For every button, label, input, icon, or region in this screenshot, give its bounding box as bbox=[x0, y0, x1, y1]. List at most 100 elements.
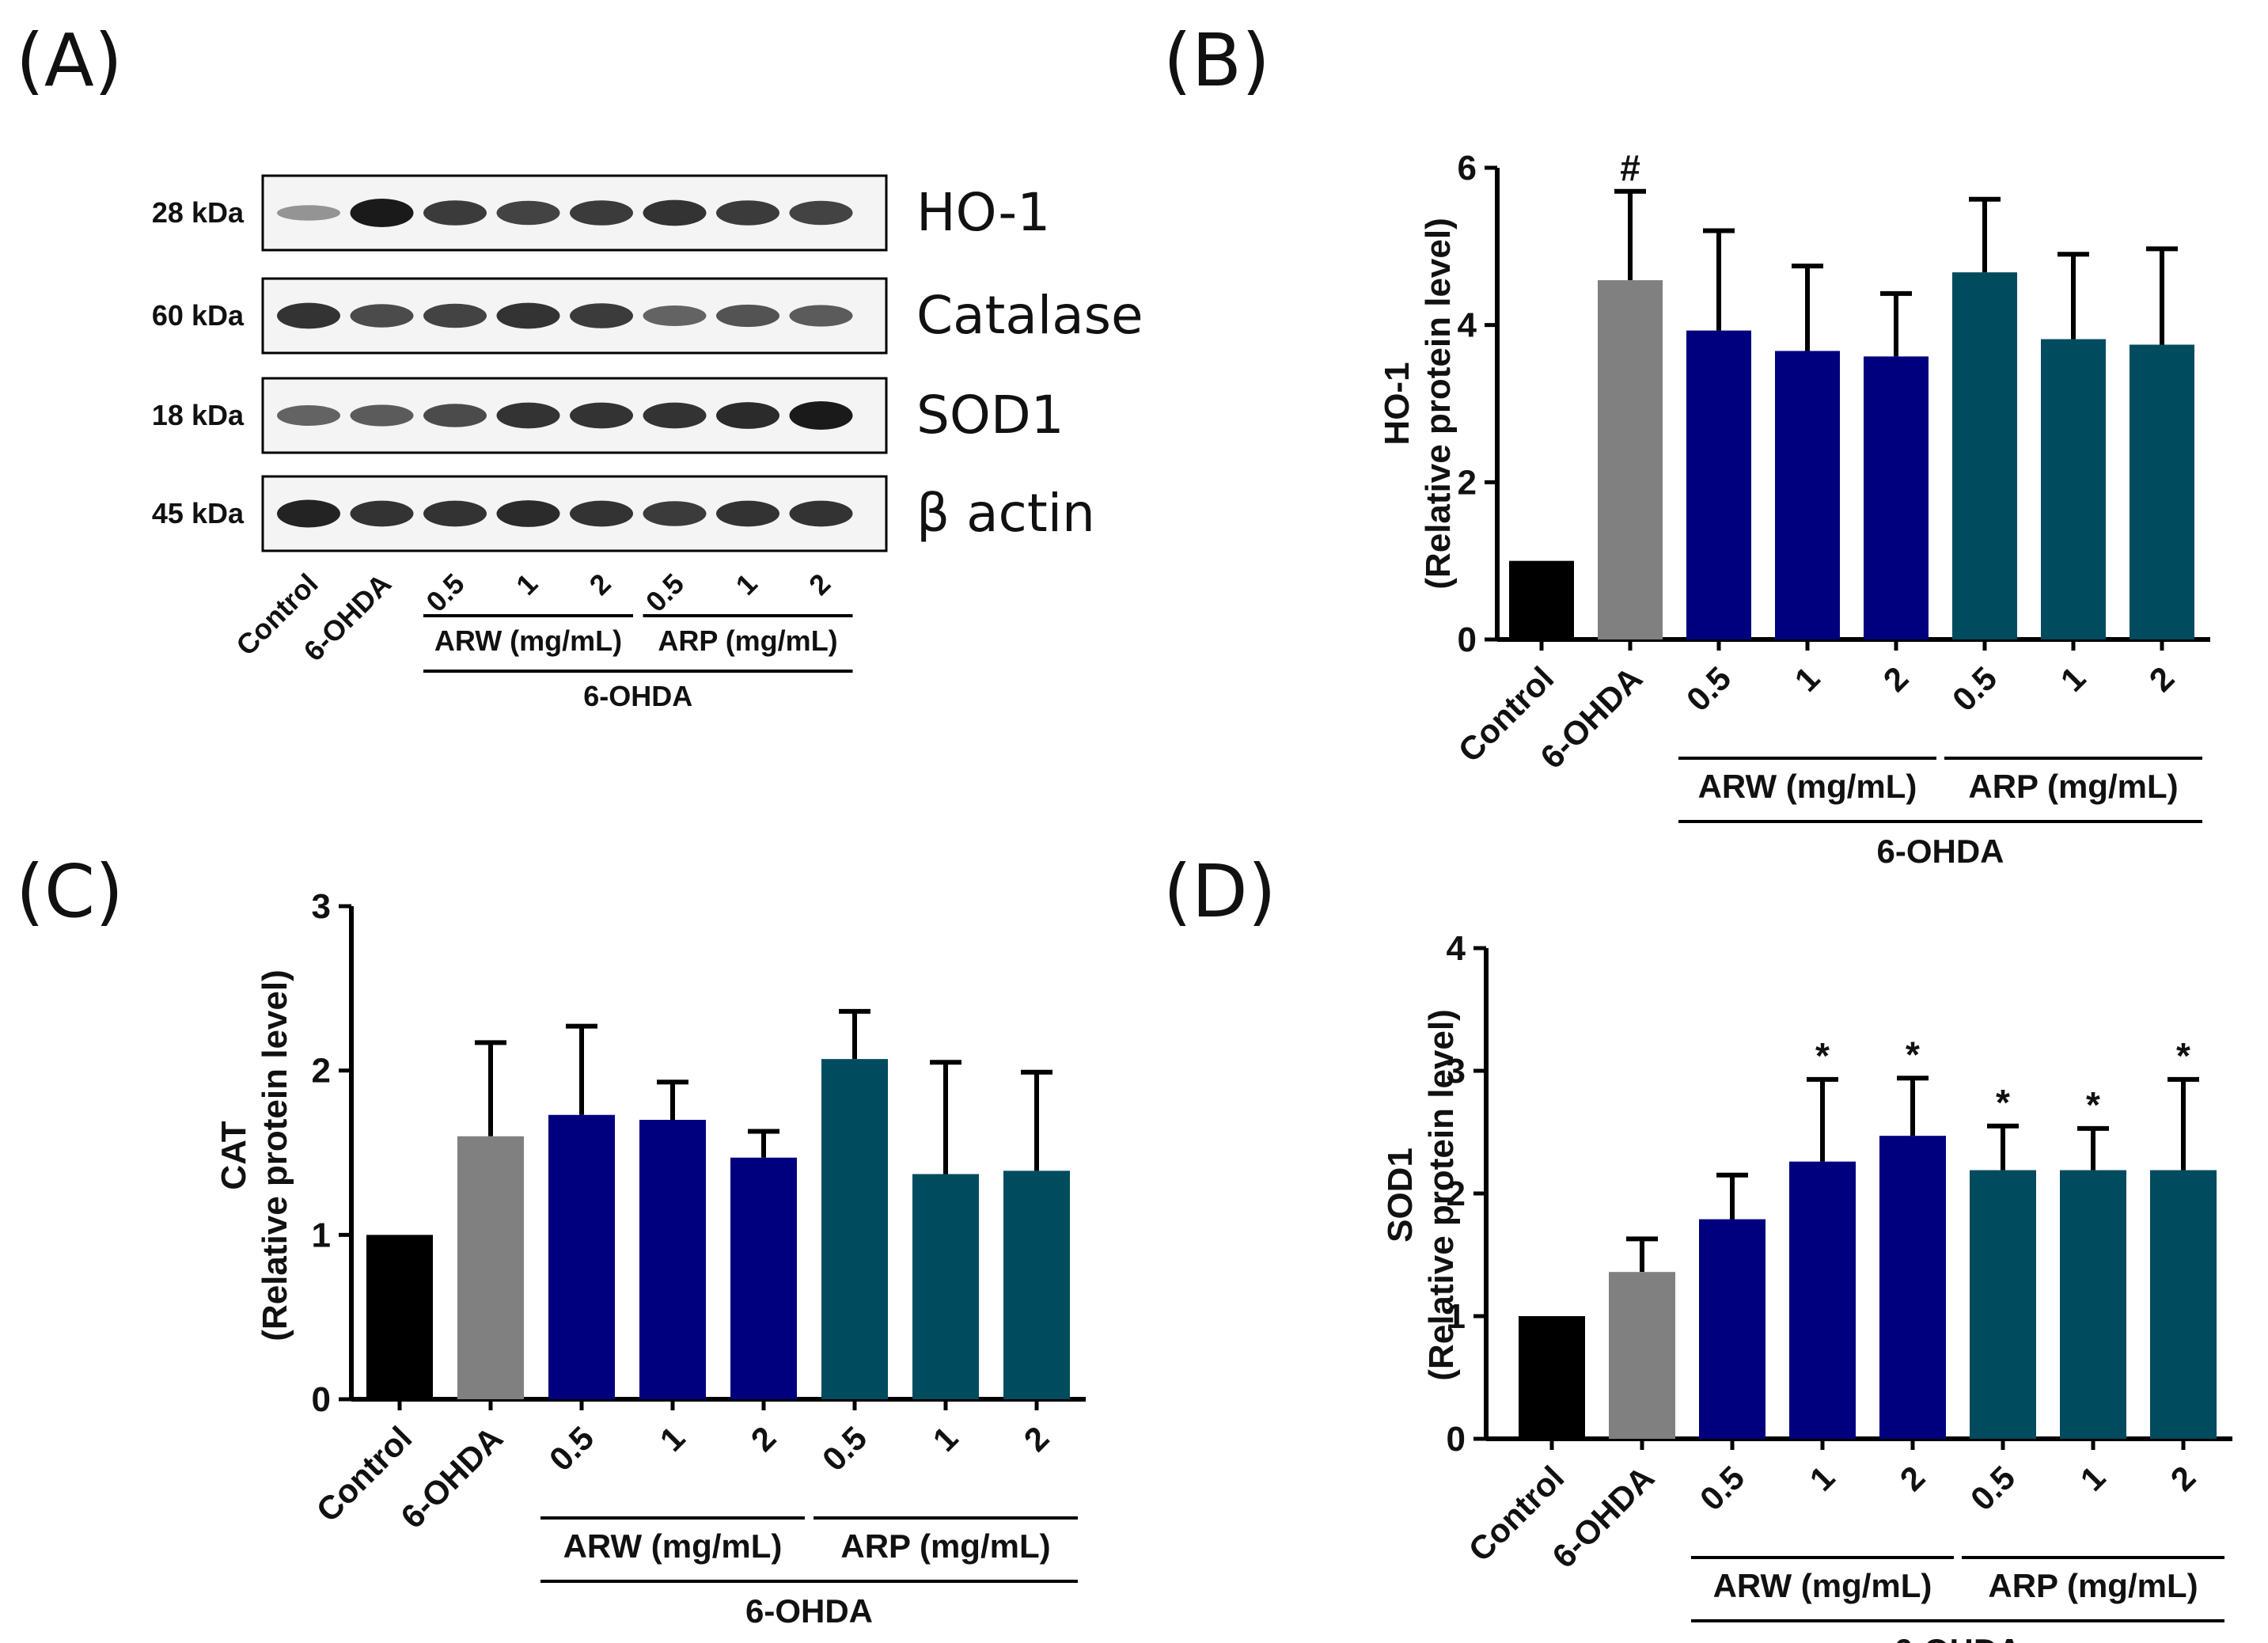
y-tick-label: 0 bbox=[1447, 1420, 1466, 1459]
blot-band bbox=[496, 402, 560, 429]
blot-band bbox=[570, 500, 633, 527]
bar bbox=[548, 1114, 615, 1399]
y-axis-label-line2: (Relative protein level) bbox=[1422, 1009, 1461, 1380]
y-axis-label-line1: HO-1 bbox=[1378, 362, 1417, 445]
blot-band bbox=[716, 500, 779, 527]
bar bbox=[1609, 1272, 1675, 1439]
blot-band bbox=[423, 303, 487, 328]
bar bbox=[1003, 1171, 1070, 1399]
blot-band bbox=[350, 500, 414, 527]
x-tick-label: 0.5 bbox=[542, 1419, 601, 1478]
y-tick-label: 1 bbox=[312, 1216, 331, 1254]
y-tick-label: 1 bbox=[1447, 1297, 1466, 1336]
blot-band bbox=[789, 200, 853, 226]
western-blot-panel: 28 kDa HO-1 60 kDa Catalase 18 kDa SOD1 45 kDa… bbox=[152, 174, 1143, 712]
blot-band bbox=[496, 302, 560, 329]
bar bbox=[1789, 1161, 1856, 1439]
panel-letter-b: (B) bbox=[1163, 18, 1270, 103]
blot-lane-label: 2 bbox=[802, 567, 836, 601]
treatment-group-label: 6-OHDA bbox=[745, 1592, 873, 1630]
y-axis-label: CAT(Relative protein level) bbox=[214, 969, 294, 1341]
blot-band bbox=[716, 402, 779, 429]
x-tick-label: 0.5 bbox=[1963, 1459, 2023, 1518]
blot-kda-label: 60 kDa bbox=[152, 299, 245, 332]
blot-band bbox=[570, 200, 633, 226]
bar bbox=[1879, 1136, 1946, 1439]
bar bbox=[730, 1157, 797, 1399]
x-tick-label: 2 bbox=[2164, 1459, 2203, 1498]
x-tick-label: 2 bbox=[1017, 1419, 1056, 1459]
blot-band bbox=[570, 402, 633, 429]
blot-band bbox=[423, 200, 487, 226]
arp-group-label: ARP (mg/mL) bbox=[1968, 768, 2178, 805]
bar bbox=[1970, 1170, 2036, 1439]
x-tick-label: 0.5 bbox=[1693, 1459, 1752, 1518]
y-tick-label: 4 bbox=[1458, 306, 1477, 345]
panel-letter-a: (A) bbox=[16, 18, 123, 103]
blot-protein-label: β actin bbox=[916, 483, 1095, 544]
x-tick-label: 0.5 bbox=[1945, 659, 2004, 719]
y-tick-label: 2 bbox=[312, 1052, 331, 1091]
blot-band bbox=[789, 500, 853, 527]
blot-lane-label: 0.5 bbox=[419, 567, 470, 618]
blot-arp-label: ARP (mg/mL) bbox=[658, 624, 837, 657]
arp-group-label: ARP (mg/mL) bbox=[1988, 1567, 2198, 1604]
blot-arw-label: ARW (mg/mL) bbox=[434, 624, 622, 657]
treatment-group-label: 6-OHDA bbox=[1876, 833, 2004, 870]
x-tick-label: 1 bbox=[2073, 1459, 2113, 1498]
y-axis-label: HO-1(Relative protein level) bbox=[1378, 218, 1458, 589]
x-tick-label: 2 bbox=[744, 1419, 783, 1459]
y-axis-label-line2: (Relative protein level) bbox=[256, 969, 294, 1341]
x-tick-label: 1 bbox=[653, 1419, 692, 1459]
bar bbox=[1598, 280, 1663, 639]
blot-lane-label: 1 bbox=[730, 567, 764, 601]
x-tick-label: 2 bbox=[1893, 1459, 1932, 1498]
bar bbox=[2130, 344, 2194, 639]
arw-group-label: ARW (mg/mL) bbox=[1698, 768, 1917, 805]
significance-mark: * bbox=[2176, 1035, 2190, 1076]
y-tick-label: 2 bbox=[1447, 1174, 1466, 1213]
bar bbox=[366, 1235, 433, 1399]
significance-mark: * bbox=[1815, 1035, 1830, 1076]
blot-protein-label: SOD1 bbox=[916, 385, 1064, 446]
blot-band bbox=[643, 402, 707, 429]
bar bbox=[639, 1119, 706, 1399]
x-tick-label: 2 bbox=[2142, 659, 2182, 699]
blot-band bbox=[423, 404, 487, 427]
significance-mark: * bbox=[1996, 1082, 2010, 1123]
bar bbox=[2150, 1170, 2217, 1439]
significance-mark: * bbox=[2086, 1084, 2100, 1125]
blot-kda-label: 18 kDa bbox=[152, 399, 245, 431]
x-tick-label: 1 bbox=[1803, 1459, 1842, 1498]
y-tick-label: 0 bbox=[312, 1380, 331, 1419]
bar bbox=[457, 1136, 524, 1399]
bar bbox=[2041, 339, 2106, 639]
x-tick-label: 6-OHDA bbox=[393, 1419, 510, 1535]
y-tick-label: 6 bbox=[1458, 149, 1477, 188]
y-axis-label-line1: SOD1 bbox=[1381, 1148, 1420, 1243]
blot-kda-label: 45 kDa bbox=[152, 497, 245, 529]
blot-protein-label: Catalase bbox=[916, 285, 1143, 346]
panel-letter-d: (D) bbox=[1163, 849, 1276, 934]
bar bbox=[1509, 560, 1574, 639]
y-tick-label: 0 bbox=[1458, 620, 1477, 659]
blot-band bbox=[277, 499, 340, 528]
blot-lane-label: 0.5 bbox=[639, 567, 690, 618]
y-tick-label: 4 bbox=[1447, 929, 1466, 968]
x-tick-label: 1 bbox=[926, 1419, 965, 1459]
bar bbox=[1686, 330, 1751, 639]
blot-lane-label: 2 bbox=[583, 567, 617, 601]
blot-band bbox=[277, 404, 340, 427]
blot-band bbox=[277, 205, 340, 221]
x-tick-label: 0.5 bbox=[1679, 659, 1739, 719]
blot-band bbox=[350, 199, 414, 227]
y-axis-label-line1: CAT bbox=[214, 1121, 253, 1190]
blot-protein-label: HO-1 bbox=[916, 182, 1050, 243]
significance-mark: # bbox=[1620, 147, 1640, 188]
arw-group-label: ARW (mg/mL) bbox=[1713, 1567, 1932, 1604]
treatment-group-label: 6-OHDA bbox=[1894, 1632, 2021, 1643]
blot-band bbox=[350, 304, 414, 328]
